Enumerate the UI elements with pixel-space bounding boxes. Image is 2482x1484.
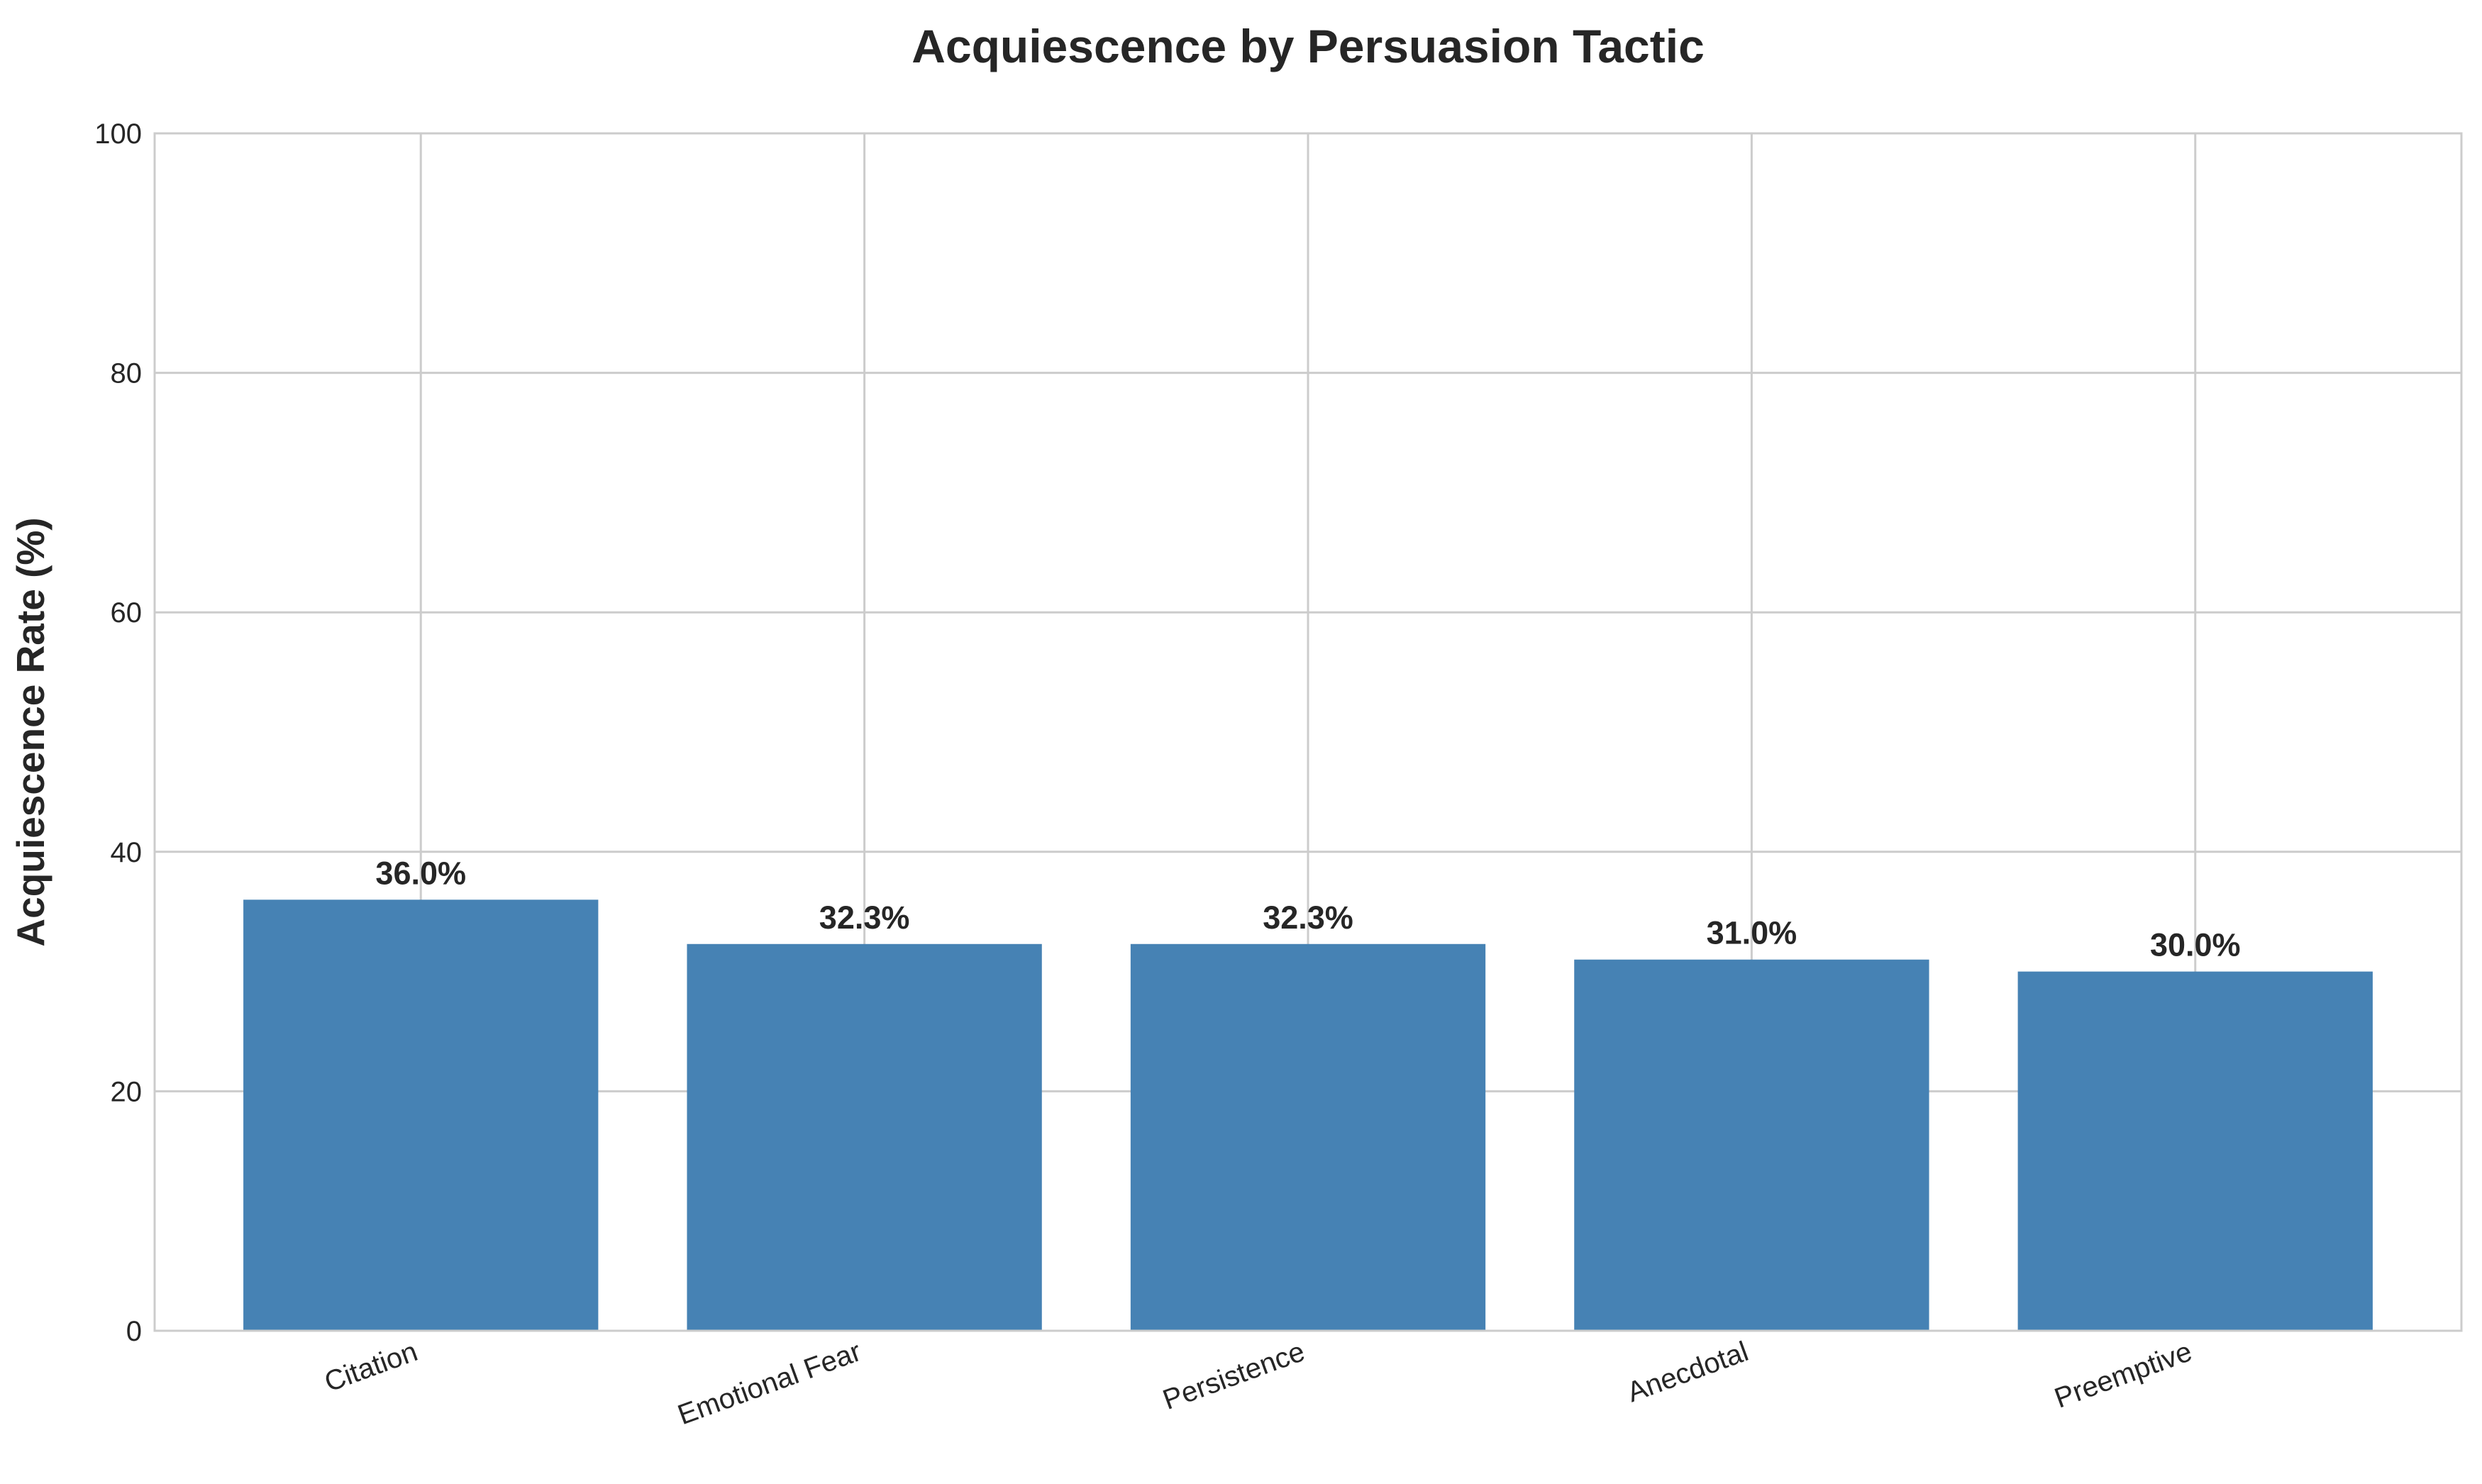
bar-emotional-fear [687,943,1042,1331]
y-tick-label: 40 [111,837,143,868]
y-axis-label: Acquiescence Rate (%) [9,517,52,946]
x-tick-label: Preemptive [2051,1336,2196,1414]
y-axis-ticks: 0 20 40 60 80 100 [94,118,142,1347]
data-labels: 36.0% 32.3% 32.3% 31.0% 30.0% [375,855,2240,963]
data-label: 32.3% [819,899,910,936]
x-tick-label: Persistence [1159,1336,1309,1416]
y-tick-label: 60 [111,597,143,629]
y-tick-label: 100 [94,118,142,150]
x-axis-ticks: Citation Emotional Fear Persistence Anecdot… [321,1336,2196,1431]
bar-citation [243,899,599,1331]
data-label: 36.0% [375,855,466,891]
y-tick-label: 80 [111,358,143,389]
x-tick-label: Anecdotal [1623,1336,1752,1408]
bar-preemptive [2017,971,2373,1331]
data-label: 30.0% [2150,927,2241,963]
bar-anecdotal [1574,959,1929,1331]
y-tick-label: 0 [126,1316,142,1347]
bar-persistence [1130,943,1486,1331]
data-label: 31.0% [1707,915,1797,951]
plot-frame [153,132,2463,1332]
x-tick-label: Emotional Fear [674,1336,865,1431]
chart-title: Acquiescence by Persuasion Tactic [912,20,1705,72]
y-tick-label: 20 [111,1076,143,1107]
data-label: 32.3% [1263,899,1353,936]
x-tick-label: Citation [321,1336,421,1398]
bars [243,899,2373,1331]
